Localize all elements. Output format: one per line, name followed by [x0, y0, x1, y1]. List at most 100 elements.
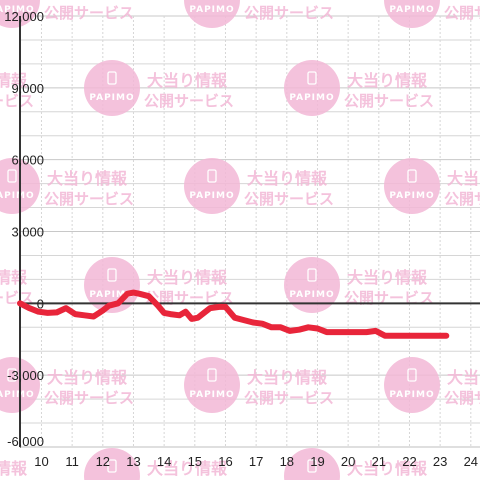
- y-tick-label: 9,000: [11, 81, 44, 96]
- phone-icon: [7, 368, 17, 382]
- watermark-line1: 大当り情報: [47, 368, 128, 387]
- y-tick-label: 6,000: [11, 153, 44, 168]
- papimo-logo-icon: [184, 158, 240, 214]
- watermark-line2: 公開サービス: [444, 389, 480, 407]
- watermark-line2: 公開サービス: [44, 190, 134, 208]
- papimo-logo-text: PAPIMO: [289, 93, 334, 103]
- papimo-logo-icon: [84, 60, 140, 116]
- papimo-logo-text: PAPIMO: [389, 191, 434, 201]
- papimo-logo-text: PAPIMO: [89, 93, 134, 103]
- x-tick-label: 23: [433, 454, 447, 469]
- phone-icon: [307, 459, 317, 473]
- phone-icon: [107, 459, 117, 473]
- x-tick-label: 21: [372, 454, 386, 469]
- x-tick-label: 17: [249, 454, 263, 469]
- watermark-line2: 公開サービス: [144, 92, 234, 110]
- papimo-logo-icon: [84, 448, 140, 480]
- x-tick-label: 18: [280, 454, 294, 469]
- papimo-logo-text: PAPIMO: [389, 390, 434, 400]
- x-tick-label: 11: [65, 454, 79, 469]
- y-tick-label: 12,000: [4, 9, 44, 24]
- phone-icon: [407, 368, 417, 382]
- x-tick-label: 20: [341, 454, 355, 469]
- papimo-logo-text: PAPIMO: [189, 191, 234, 201]
- x-tick-label: 13: [126, 454, 140, 469]
- x-tick-label: 24: [464, 454, 478, 469]
- phone-icon: [307, 71, 317, 85]
- x-tick-label: 12: [96, 454, 110, 469]
- x-tick-label: 10: [34, 454, 48, 469]
- phone-icon: [107, 71, 117, 85]
- papimo-logo-text: PAPIMO: [89, 290, 134, 300]
- x-tick-label: 14: [157, 454, 171, 469]
- watermark-line1: 大当り情報: [147, 268, 228, 287]
- watermark-line2: 公開サービス: [244, 4, 334, 22]
- papimo-logo-icon: [284, 448, 340, 480]
- papimo-logo-icon: [284, 60, 340, 116]
- watermark-line1: 大当り情報: [147, 71, 228, 90]
- papimo-logo-icon: [184, 357, 240, 413]
- watermark-line1: 大当り情報: [0, 71, 28, 90]
- papimo-logo-icon: [284, 257, 340, 313]
- watermark-line2: 公開サービス: [244, 389, 334, 407]
- axes: [19, 16, 480, 448]
- watermark-line1: 大当り情報: [447, 0, 480, 2]
- papimo-logo-icon: [384, 158, 440, 214]
- watermark-line1: 大当り情報: [347, 71, 428, 90]
- watermark-line1: 大当り情報: [347, 459, 428, 478]
- watermark-line1: 大当り情報: [247, 169, 328, 188]
- phone-icon: [107, 268, 117, 282]
- y-tick-label: 0: [37, 296, 44, 311]
- phone-icon: [207, 368, 217, 382]
- watermark-line2: 公開サービス: [344, 92, 434, 110]
- y-tick-label: -3,000: [7, 368, 44, 383]
- watermark-line2: 公開サービス: [444, 190, 480, 208]
- phone-icon: [307, 268, 317, 282]
- watermark-line1: 大当り情報: [447, 368, 480, 387]
- papimo-logo-text: PAPIMO: [189, 5, 234, 15]
- watermark-line1: 大当り情報: [47, 0, 128, 2]
- papimo-logo-text: PAPIMO: [0, 390, 35, 400]
- watermark-line1: 大当り情報: [0, 459, 28, 478]
- watermark-line2: 公開サービス: [244, 190, 334, 208]
- watermark-line1: 大当り情報: [247, 0, 328, 2]
- watermark-line1: 大当り情報: [147, 459, 228, 478]
- phone-icon: [207, 169, 217, 183]
- grid: [20, 15, 480, 448]
- x-tick-label: 22: [402, 454, 416, 469]
- watermark-line2: 公開サービス: [44, 4, 134, 22]
- papimo-logo-text: PAPIMO: [189, 390, 234, 400]
- x-tick-label: 19: [310, 454, 324, 469]
- papimo-logo-icon: [384, 357, 440, 413]
- watermark-line1: 大当り情報: [247, 368, 328, 387]
- watermark-line1: 大当り情報: [447, 169, 480, 188]
- y-tick-label: -6,000: [7, 434, 44, 449]
- phone-icon: [407, 169, 417, 183]
- papimo-logo-text: PAPIMO: [289, 290, 334, 300]
- x-tick-label: 15: [188, 454, 202, 469]
- x-tick-label: 16: [218, 454, 232, 469]
- watermark-line2: 公開サービス: [444, 4, 480, 22]
- papimo-logo-icon: [0, 0, 40, 28]
- watermark-line1: 大当り情報: [347, 268, 428, 287]
- papimo-logo-icon: [384, 0, 440, 28]
- watermark-line2: 公開サービス: [44, 389, 134, 407]
- papimo-logo-text: PAPIMO: [389, 5, 434, 15]
- papimo-logo-text: PAPIMO: [0, 191, 35, 201]
- y-tick-label: 3,000: [11, 225, 44, 240]
- papimo-logo-icon: [184, 0, 240, 28]
